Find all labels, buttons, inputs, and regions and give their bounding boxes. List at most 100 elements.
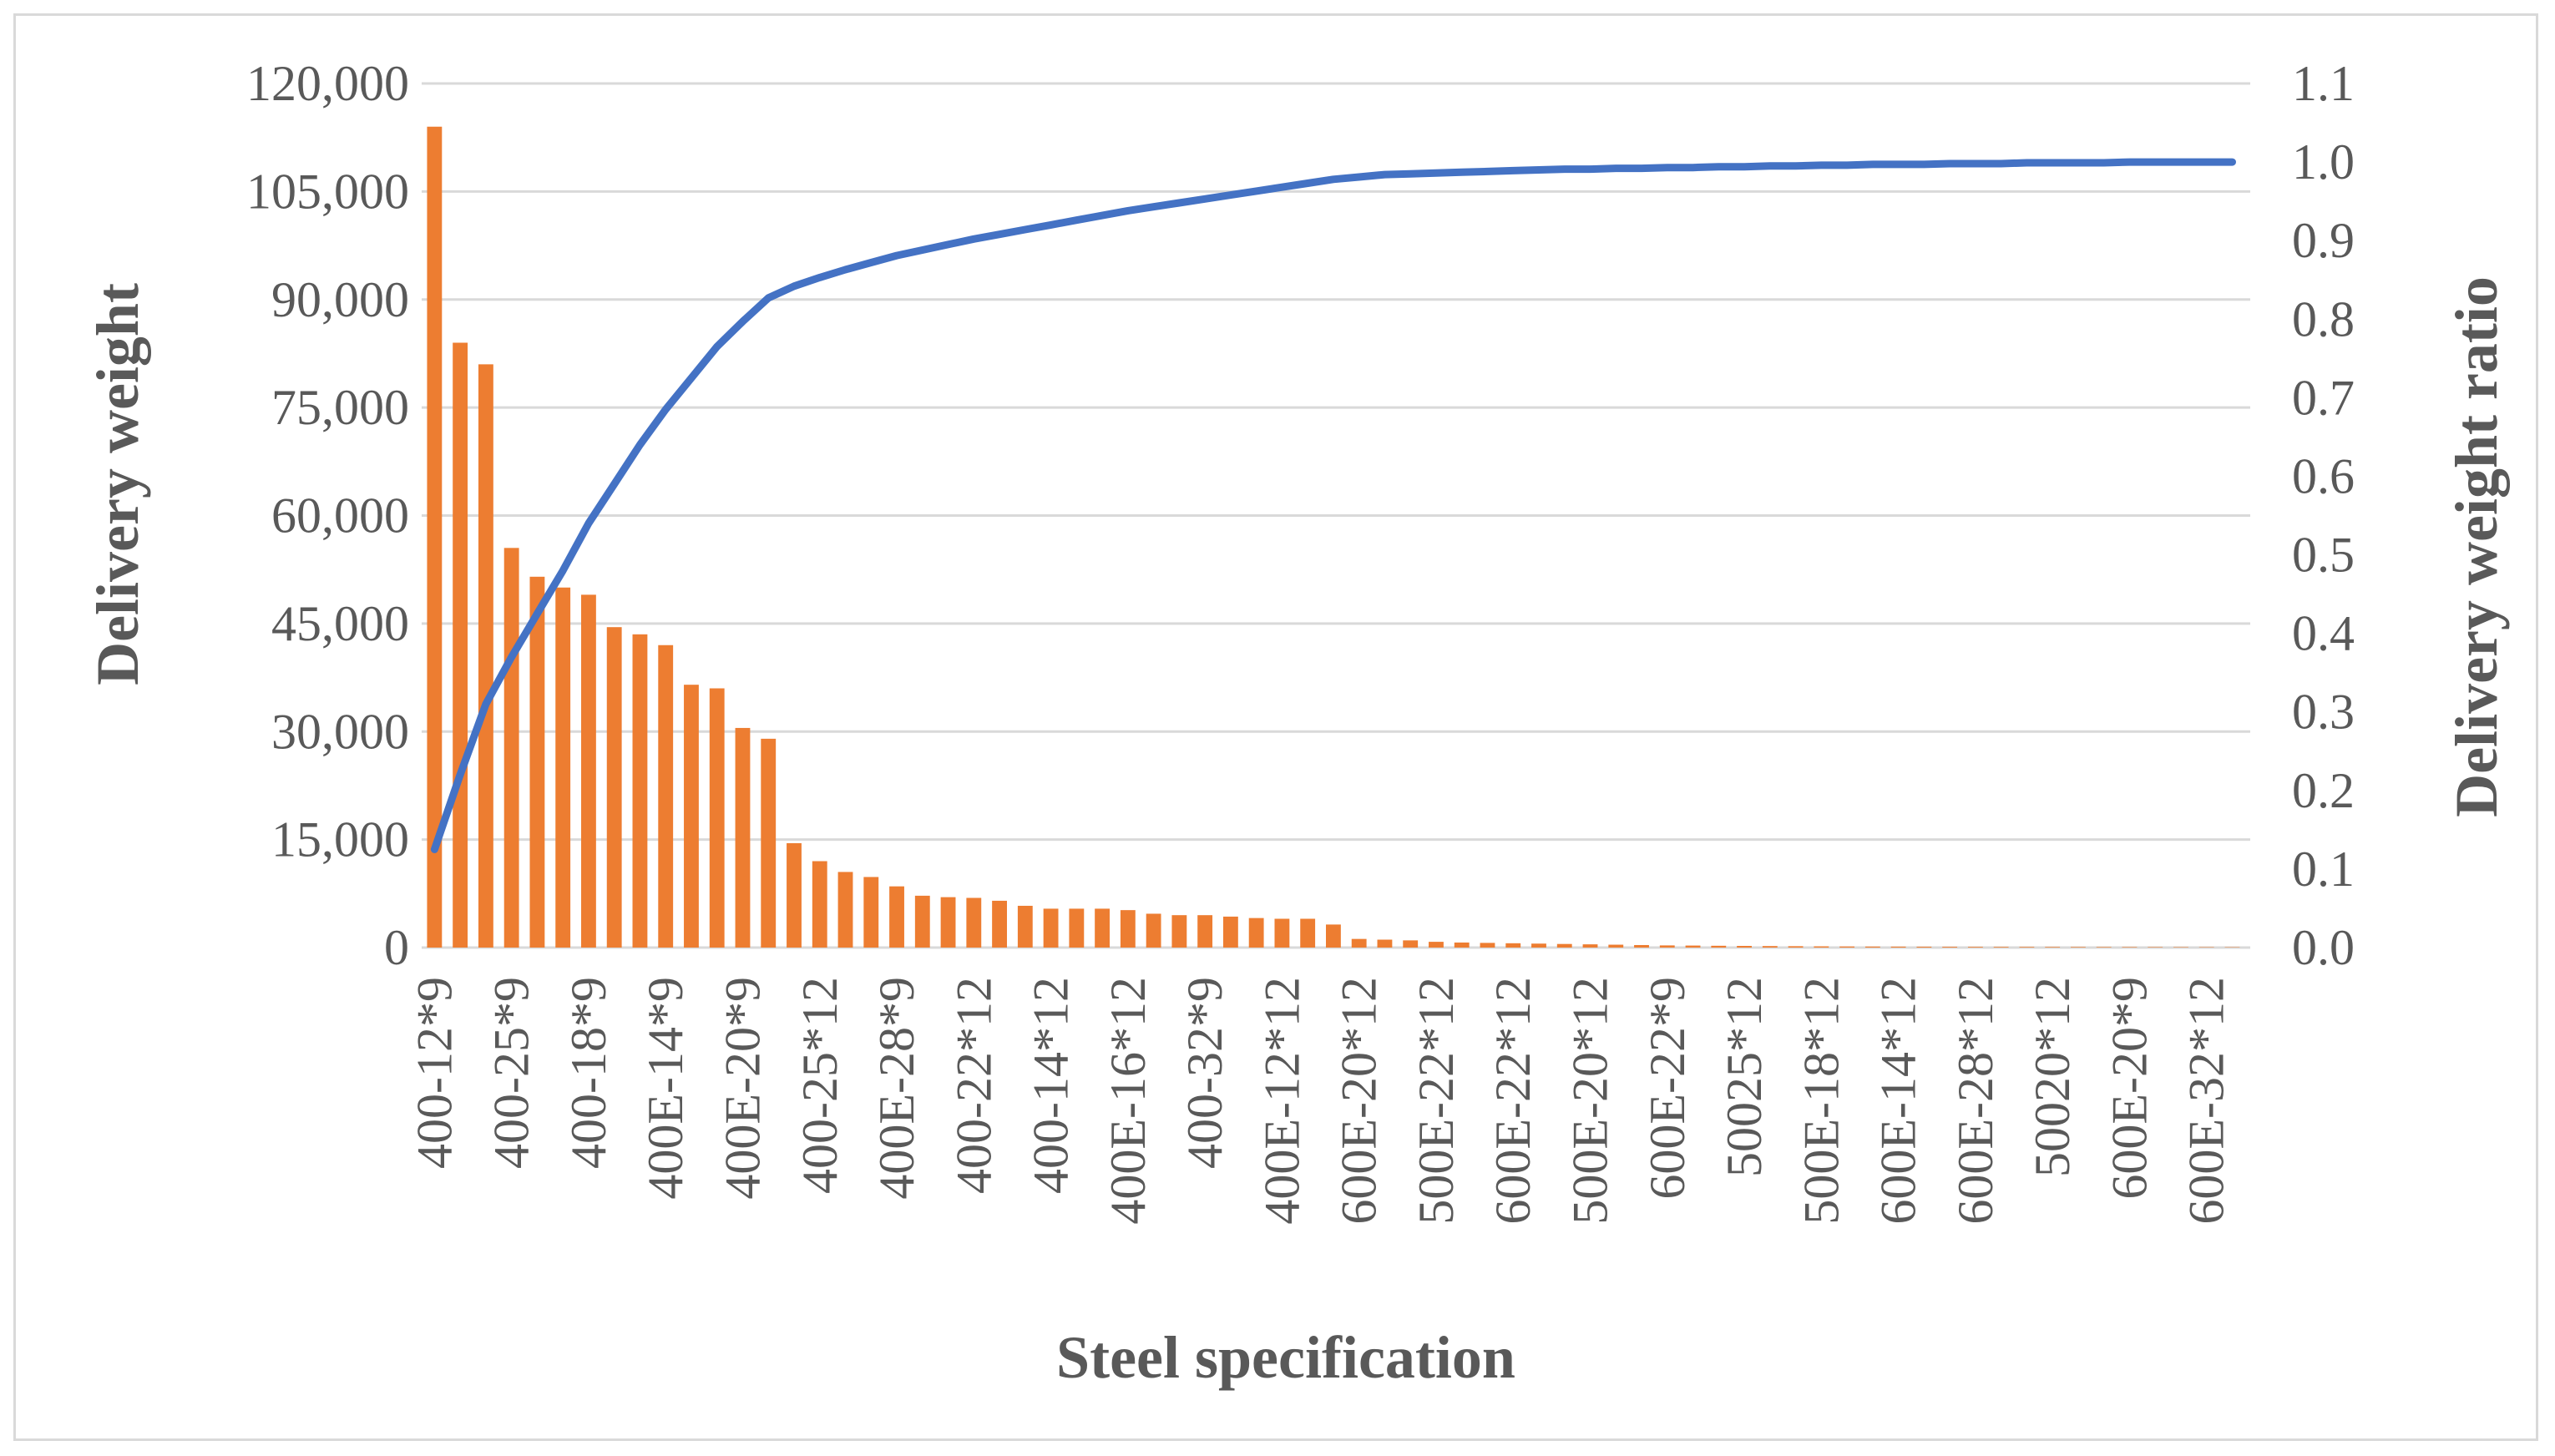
bar <box>2096 947 2112 948</box>
bar <box>1711 945 1727 948</box>
bar <box>1043 908 1059 948</box>
bar <box>1608 944 1624 948</box>
x-tick-label: 400-25*12 <box>792 977 847 1194</box>
y-tick-label: 120,000 <box>246 56 409 111</box>
bar <box>684 685 699 948</box>
y-tick-label: 75,000 <box>271 380 409 435</box>
bar <box>1351 938 1367 948</box>
bar <box>1582 944 1598 948</box>
right-axis-ticks: 0.0 0.1 0.2 0.3 0.4 0.5 0.6 0.7 0.8 0.9 1.0 1.1 <box>2292 56 2355 975</box>
bar <box>632 634 648 948</box>
bar <box>1095 908 1111 948</box>
bar <box>1146 913 1161 948</box>
bar <box>606 627 622 948</box>
bar <box>2122 947 2138 948</box>
bar <box>837 872 853 948</box>
bar <box>1377 939 1393 948</box>
bar <box>812 861 827 948</box>
x-tick-label: 400-25*9 <box>484 977 539 1169</box>
bar <box>453 342 468 948</box>
y2-tick-label: 1.1 <box>2292 56 2355 111</box>
bar <box>2045 947 2061 948</box>
x-tick-label: 500E-20*12 <box>1563 977 1618 1225</box>
y-tick-label: 105,000 <box>246 164 409 219</box>
x-tick-label: 400-14*12 <box>1024 977 1079 1194</box>
bar <box>503 548 519 948</box>
bar <box>1916 946 1932 948</box>
bar <box>1171 915 1187 948</box>
bar <box>1993 947 2009 948</box>
bar <box>735 727 751 948</box>
bar <box>2070 947 2086 948</box>
y-tick-label: 60,000 <box>271 488 409 543</box>
y-tick-label: 90,000 <box>271 272 409 327</box>
bar <box>1762 946 1778 948</box>
x-tick-label: 600E-28*12 <box>1948 977 2003 1225</box>
bar <box>914 895 930 948</box>
bar <box>1737 946 1752 948</box>
x-tick-label: 600E-14*12 <box>1871 977 1926 1225</box>
x-tick-label: 400-18*9 <box>561 977 616 1169</box>
bar <box>2148 947 2163 948</box>
bar <box>787 842 802 948</box>
y2-tick-label: 0.9 <box>2292 213 2355 268</box>
y-tick-label: 15,000 <box>271 812 409 867</box>
bar <box>1403 940 1419 948</box>
bar <box>1531 943 1546 948</box>
bar <box>1505 943 1521 948</box>
y2-tick-label: 0.7 <box>2292 370 2355 425</box>
bar <box>1274 918 1290 948</box>
x-tick-label: 400E-28*9 <box>869 977 924 1200</box>
bar <box>1454 942 1470 948</box>
x-tick-label: 600E-22*9 <box>1640 977 1695 1200</box>
y2-tick-label: 1.0 <box>2292 134 2355 190</box>
bar <box>992 900 1007 948</box>
bar <box>863 877 879 948</box>
x-tick-label: 50020*12 <box>2025 977 2080 1177</box>
x-tick-label: 400-32*9 <box>1177 977 1232 1169</box>
x-tick-label: 400E-14*9 <box>638 977 693 1200</box>
bar <box>761 738 777 948</box>
bar <box>1634 944 1649 948</box>
x-tick-label: 600E-32*12 <box>2179 977 2234 1225</box>
bar <box>581 594 596 948</box>
bar <box>940 897 956 948</box>
x-axis-title: Steel specification <box>1056 1324 1515 1391</box>
bar <box>1788 946 1804 948</box>
y2-tick-label: 0.2 <box>2292 763 2355 818</box>
bar <box>1222 916 1238 948</box>
y-tick-label: 0 <box>384 920 409 975</box>
bar <box>658 645 674 948</box>
bar <box>1120 910 1136 948</box>
y-tick-label: 45,000 <box>271 596 409 651</box>
bar <box>709 688 725 948</box>
y-tick-label: 30,000 <box>271 704 409 759</box>
bar <box>1017 905 1033 948</box>
x-tick-label: 500E-18*12 <box>1794 977 1849 1225</box>
bar <box>1659 945 1675 948</box>
y2-tick-label: 0.6 <box>2292 448 2355 503</box>
y2-tick-label: 0.8 <box>2292 291 2355 346</box>
bar <box>478 364 493 948</box>
y2-tick-label: 0.5 <box>2292 528 2355 583</box>
x-tick-label: 400E-12*12 <box>1254 977 1309 1225</box>
bar <box>555 587 571 948</box>
bar <box>1890 946 1906 948</box>
bar <box>1967 947 1983 948</box>
line-series-delivery-weight-ratio <box>430 158 2236 853</box>
bar <box>889 886 904 948</box>
x-axis-ticks: 400-12*9 400-25*9 400-18*9 400E-14*9 400E-20… <box>407 977 2234 1225</box>
y2-axis-title: Delivery weight ratio <box>2443 276 2510 817</box>
bar <box>1685 945 1701 948</box>
bar <box>1480 943 1495 948</box>
bar <box>1197 915 1213 948</box>
x-tick-label: 600E-20*12 <box>1332 977 1387 1225</box>
bar <box>1300 918 1316 948</box>
x-tick-label: 400-22*12 <box>946 977 1001 1194</box>
y-axis-title: Delivery weight <box>84 283 151 685</box>
left-axis-ticks: 0 15,000 30,000 45,000 60,000 75,000 90,000 105… <box>246 56 409 975</box>
y2-tick-label: 0.3 <box>2292 685 2355 740</box>
bar <box>1839 946 1855 948</box>
x-tick-label: 400E-16*12 <box>1100 977 1156 1225</box>
